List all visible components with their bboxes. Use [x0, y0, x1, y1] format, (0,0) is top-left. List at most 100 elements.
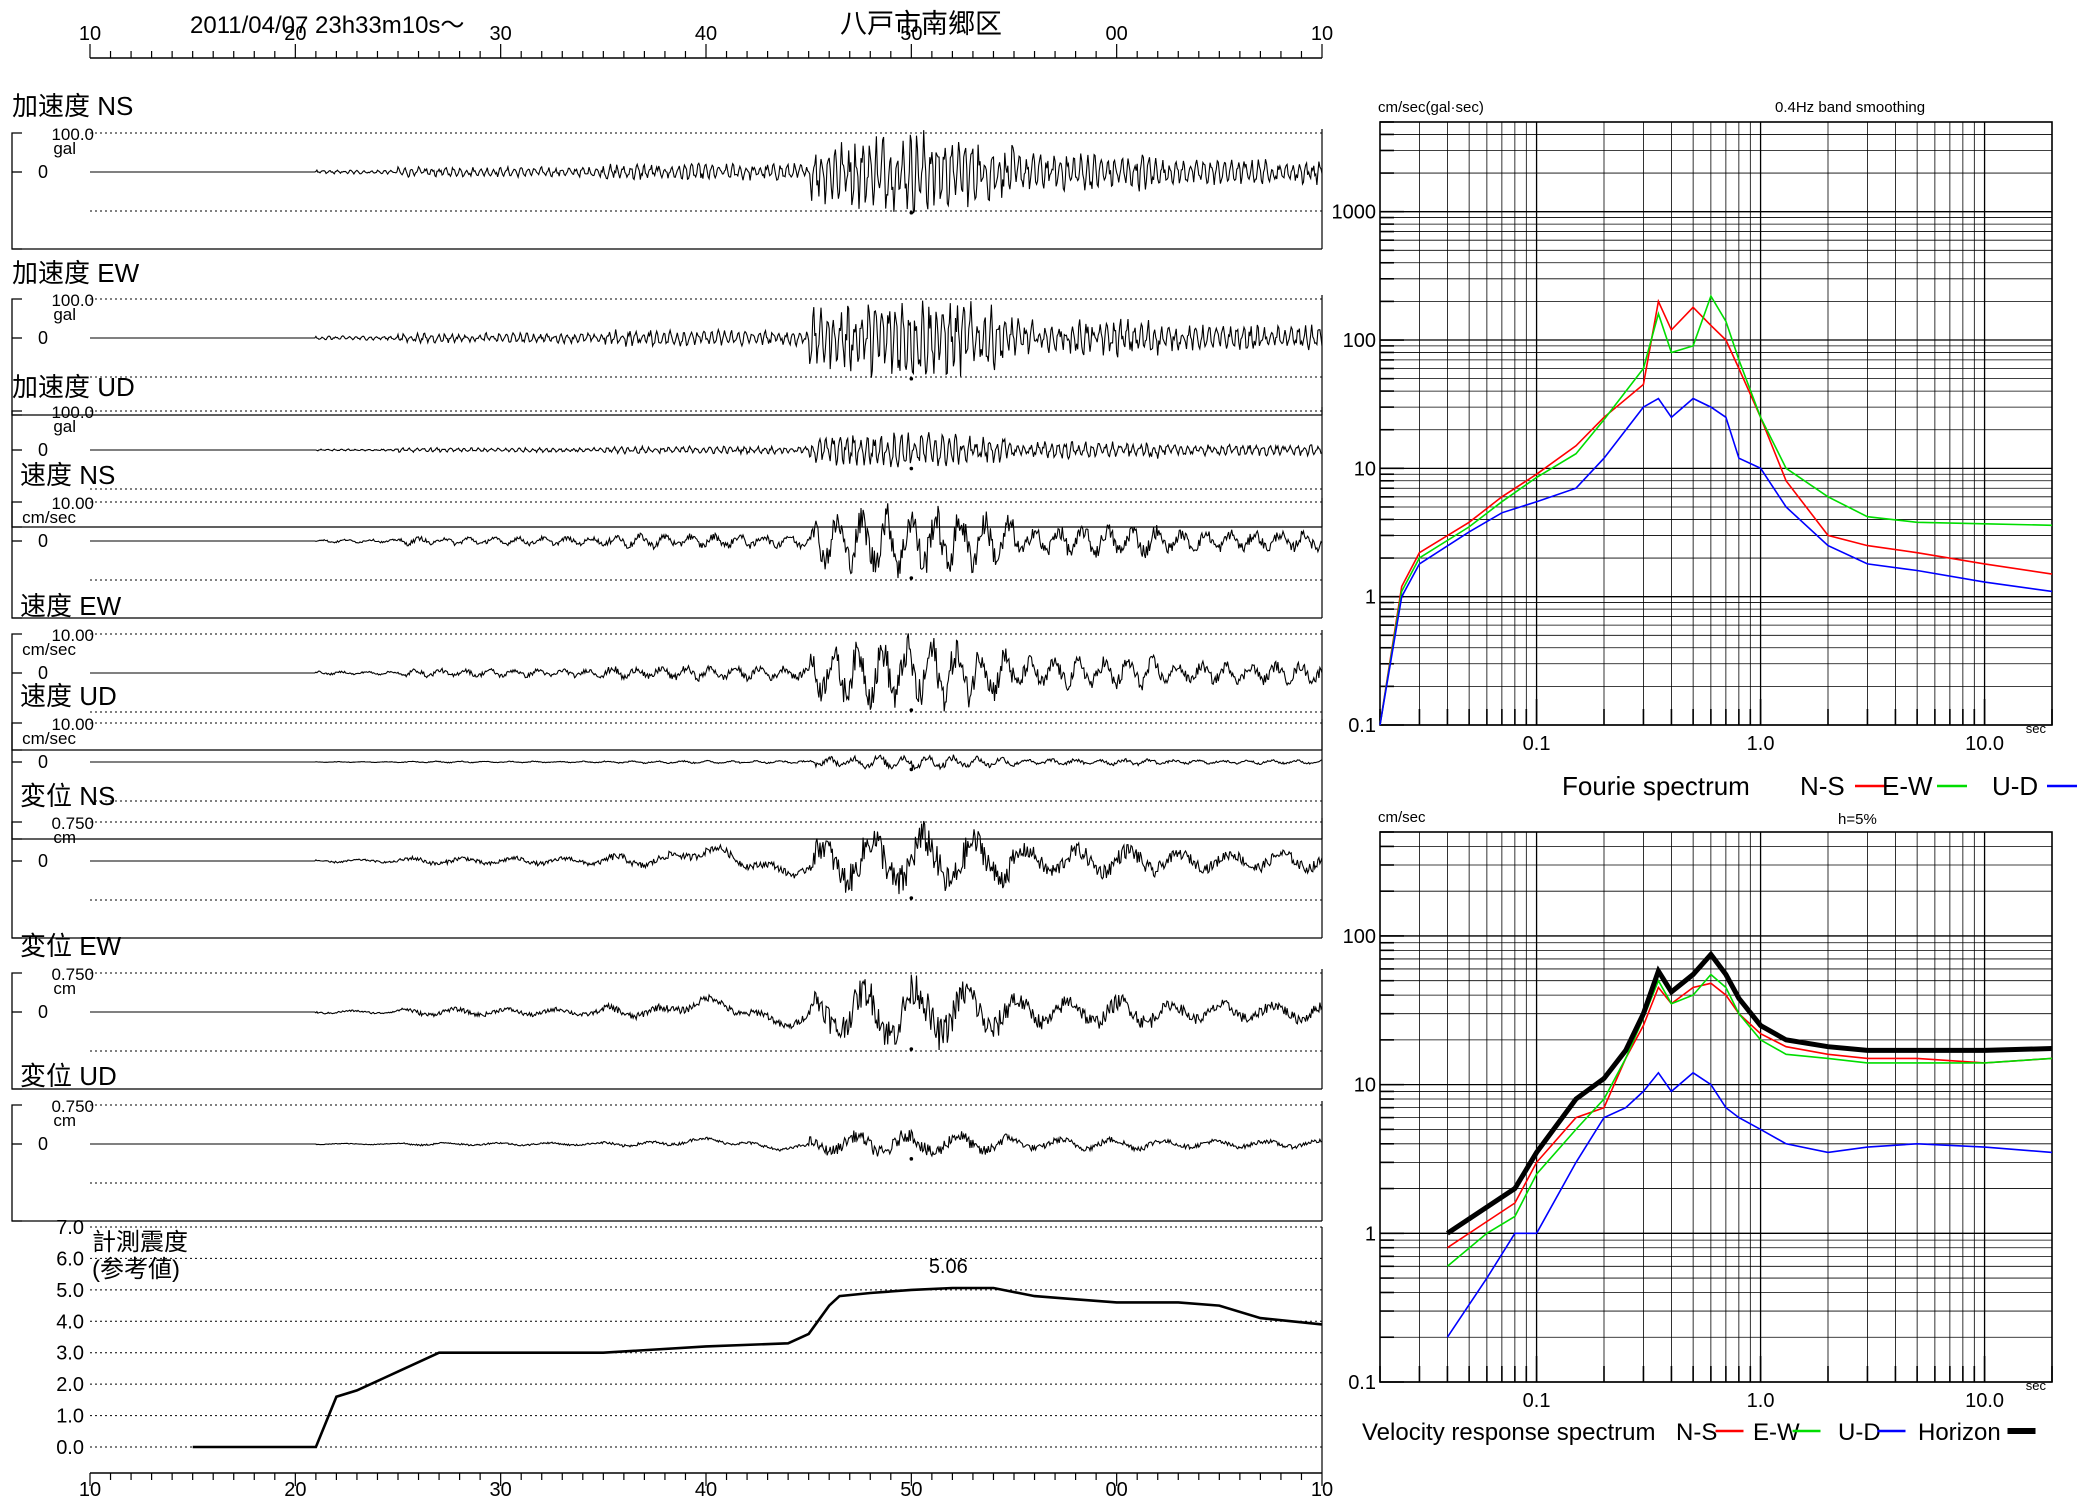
waveform-unit: gal — [53, 305, 76, 324]
intensity-x-tick-label: 30 — [490, 1479, 512, 1500]
intensity-panel: 7.0 6.0 5.0 4.0 3.0 2.0 1.0 0.0 計測震度(参考値) 5.06 10 2… — [56, 1217, 1333, 1501]
waveform-label: 変位 NS — [20, 781, 115, 811]
intensity-title: 計測震度(参考値) — [92, 1229, 188, 1283]
waveform-peak-marker — [909, 466, 914, 471]
waveform-peak-marker — [909, 896, 914, 900]
spectrum-series-line — [1446, 1071, 2053, 1338]
waveform-bracket — [11, 1104, 22, 1222]
intensity-curve — [192, 1286, 1323, 1449]
intensity-y-tick-label: 0.0 — [56, 1437, 84, 1459]
waveform-zero-label: 0 — [38, 851, 48, 871]
waveform-trace — [90, 432, 1323, 468]
response-spectrum-panel: 100 10 1 0.1 0.1 1.0 10.0 sec cm/sec h=5% Velocity… — [1343, 809, 2053, 1446]
response-title: Velocity response spectrum — [1362, 1419, 1655, 1446]
intensity-y-tick-label: 7.0 — [56, 1217, 84, 1239]
waveform-label: 変位 EW — [20, 931, 122, 961]
waveform-peak-marker — [909, 576, 914, 580]
station-name: 八戸市南郷区 — [840, 9, 1002, 39]
waveform-zero-label: 0 — [38, 1134, 48, 1154]
top-axis-tick-label: 20 — [284, 23, 306, 45]
intensity-title-line: 計測震度 — [92, 1229, 188, 1256]
spectrum-y-label: cm/sec(gal·sec) — [1378, 99, 1484, 116]
fourier-spectrum-panel: 1000 100 10 1 0.1 0.1 1.0 10.0 sec cm/sec(gal·sec… — [1332, 99, 2077, 801]
record-datetime: 2011/04/07 23h33m10s〜 — [190, 12, 464, 39]
waveform-trace — [90, 820, 1323, 895]
top-axis-tick-label: 10 — [79, 23, 101, 45]
spectrum-x-tick-label: 1.0 — [1747, 1390, 1775, 1412]
response-legend-label: U-D — [1838, 1419, 1881, 1446]
intensity-y-tick-label: 3.0 — [56, 1343, 84, 1365]
waveform-label: 速度 NS — [20, 460, 115, 490]
waveform-label: 速度 EW — [20, 591, 122, 621]
top-axis-tick-label: 10 — [1311, 23, 1333, 45]
intensity-title-line: (参考値) — [92, 1256, 180, 1283]
waveform-zero-label: 0 — [38, 531, 48, 551]
waveform-bracket — [11, 132, 22, 250]
waveform-unit: cm/sec — [22, 729, 76, 748]
response-note: h=5% — [1838, 811, 1877, 828]
intensity-x-tick-label: 10 — [79, 1479, 101, 1500]
waveform-scale-value: 100.0 — [51, 125, 94, 144]
waveform-zero-label: 0 — [38, 162, 48, 182]
waveform-label: 加速度 UD — [12, 372, 135, 402]
fourier-note: 0.4Hz band smoothing — [1775, 99, 1925, 116]
spectrum-series-line — [1446, 982, 2053, 1249]
spectrum-y-tick-label: 0.1 — [1348, 1372, 1376, 1394]
waveform-scale-value: 10.00 — [51, 715, 94, 734]
spectrum-y-tick-label: 10 — [1354, 458, 1376, 480]
intensity-x-tick-label: 20 — [284, 1479, 306, 1500]
spectrum-y-label: cm/sec — [1378, 809, 1426, 826]
intensity-x-tick-label: 00 — [1106, 1479, 1128, 1500]
intensity-peak-label: 5.06 — [929, 1256, 968, 1278]
waveform-trace — [90, 300, 1323, 378]
spectrum-frame — [1379, 121, 2053, 726]
spectrum-x-unit: sec — [2026, 721, 2047, 736]
spectrum-series-line — [1446, 973, 2053, 1267]
waveform-label: 変位 UD — [20, 1061, 117, 1091]
waveform-unit: gal — [53, 139, 76, 158]
top-axis-tick-label: 00 — [1106, 23, 1128, 45]
intensity-y-tick-label: 5.0 — [56, 1280, 84, 1302]
waveform-trace — [90, 754, 1323, 771]
waveform-scale-value: 10.00 — [51, 494, 94, 513]
waveform-label: 加速度 NS — [12, 91, 133, 121]
spectrum-series-line — [1379, 294, 2053, 726]
top-axis-tick-label: 40 — [695, 23, 717, 45]
top-axis-tick-label: 30 — [490, 23, 512, 45]
spectrum-y-tick-label: 0.1 — [1348, 715, 1376, 737]
waveform-unit: cm — [53, 828, 76, 847]
waveform-zero-label: 0 — [38, 1002, 48, 1022]
spectrum-x-unit: sec — [2026, 1378, 2047, 1393]
waveform-zero-label: 0 — [38, 328, 48, 348]
spectrum-series-line — [1379, 397, 2053, 726]
waveform-peak-marker — [909, 210, 914, 215]
waveform-unit: cm/sec — [22, 508, 76, 527]
spectrum-x-tick-label: 1.0 — [1747, 733, 1775, 755]
waveform-scale-value: 0.750 — [51, 965, 94, 984]
fourier-title: Fourie spectrum — [1562, 771, 1750, 801]
spectrum-series-line — [1379, 298, 2053, 726]
fourier-legend-label: U-D — [1992, 771, 2038, 801]
spectrum-series-line — [1446, 950, 2053, 1236]
response-legend-label: N-S — [1676, 1419, 1717, 1446]
waveform-label: 加速度 EW — [12, 258, 140, 288]
waveform-zero-label: 0 — [38, 440, 48, 460]
waveform-trace — [90, 974, 1323, 1051]
waveform-label: 速度 UD — [20, 681, 117, 711]
waveform-peak-marker — [909, 1157, 914, 1161]
intensity-y-tick-label: 1.0 — [56, 1406, 84, 1428]
intensity-y-tick-label: 6.0 — [56, 1248, 84, 1270]
waveform-unit: cm/sec — [22, 640, 76, 659]
waveform-unit: gal — [53, 417, 76, 436]
waveform-unit: cm — [53, 979, 76, 998]
waveform-scale-value: 100.0 — [51, 291, 94, 310]
spectrum-y-tick-label: 1 — [1365, 1223, 1376, 1245]
